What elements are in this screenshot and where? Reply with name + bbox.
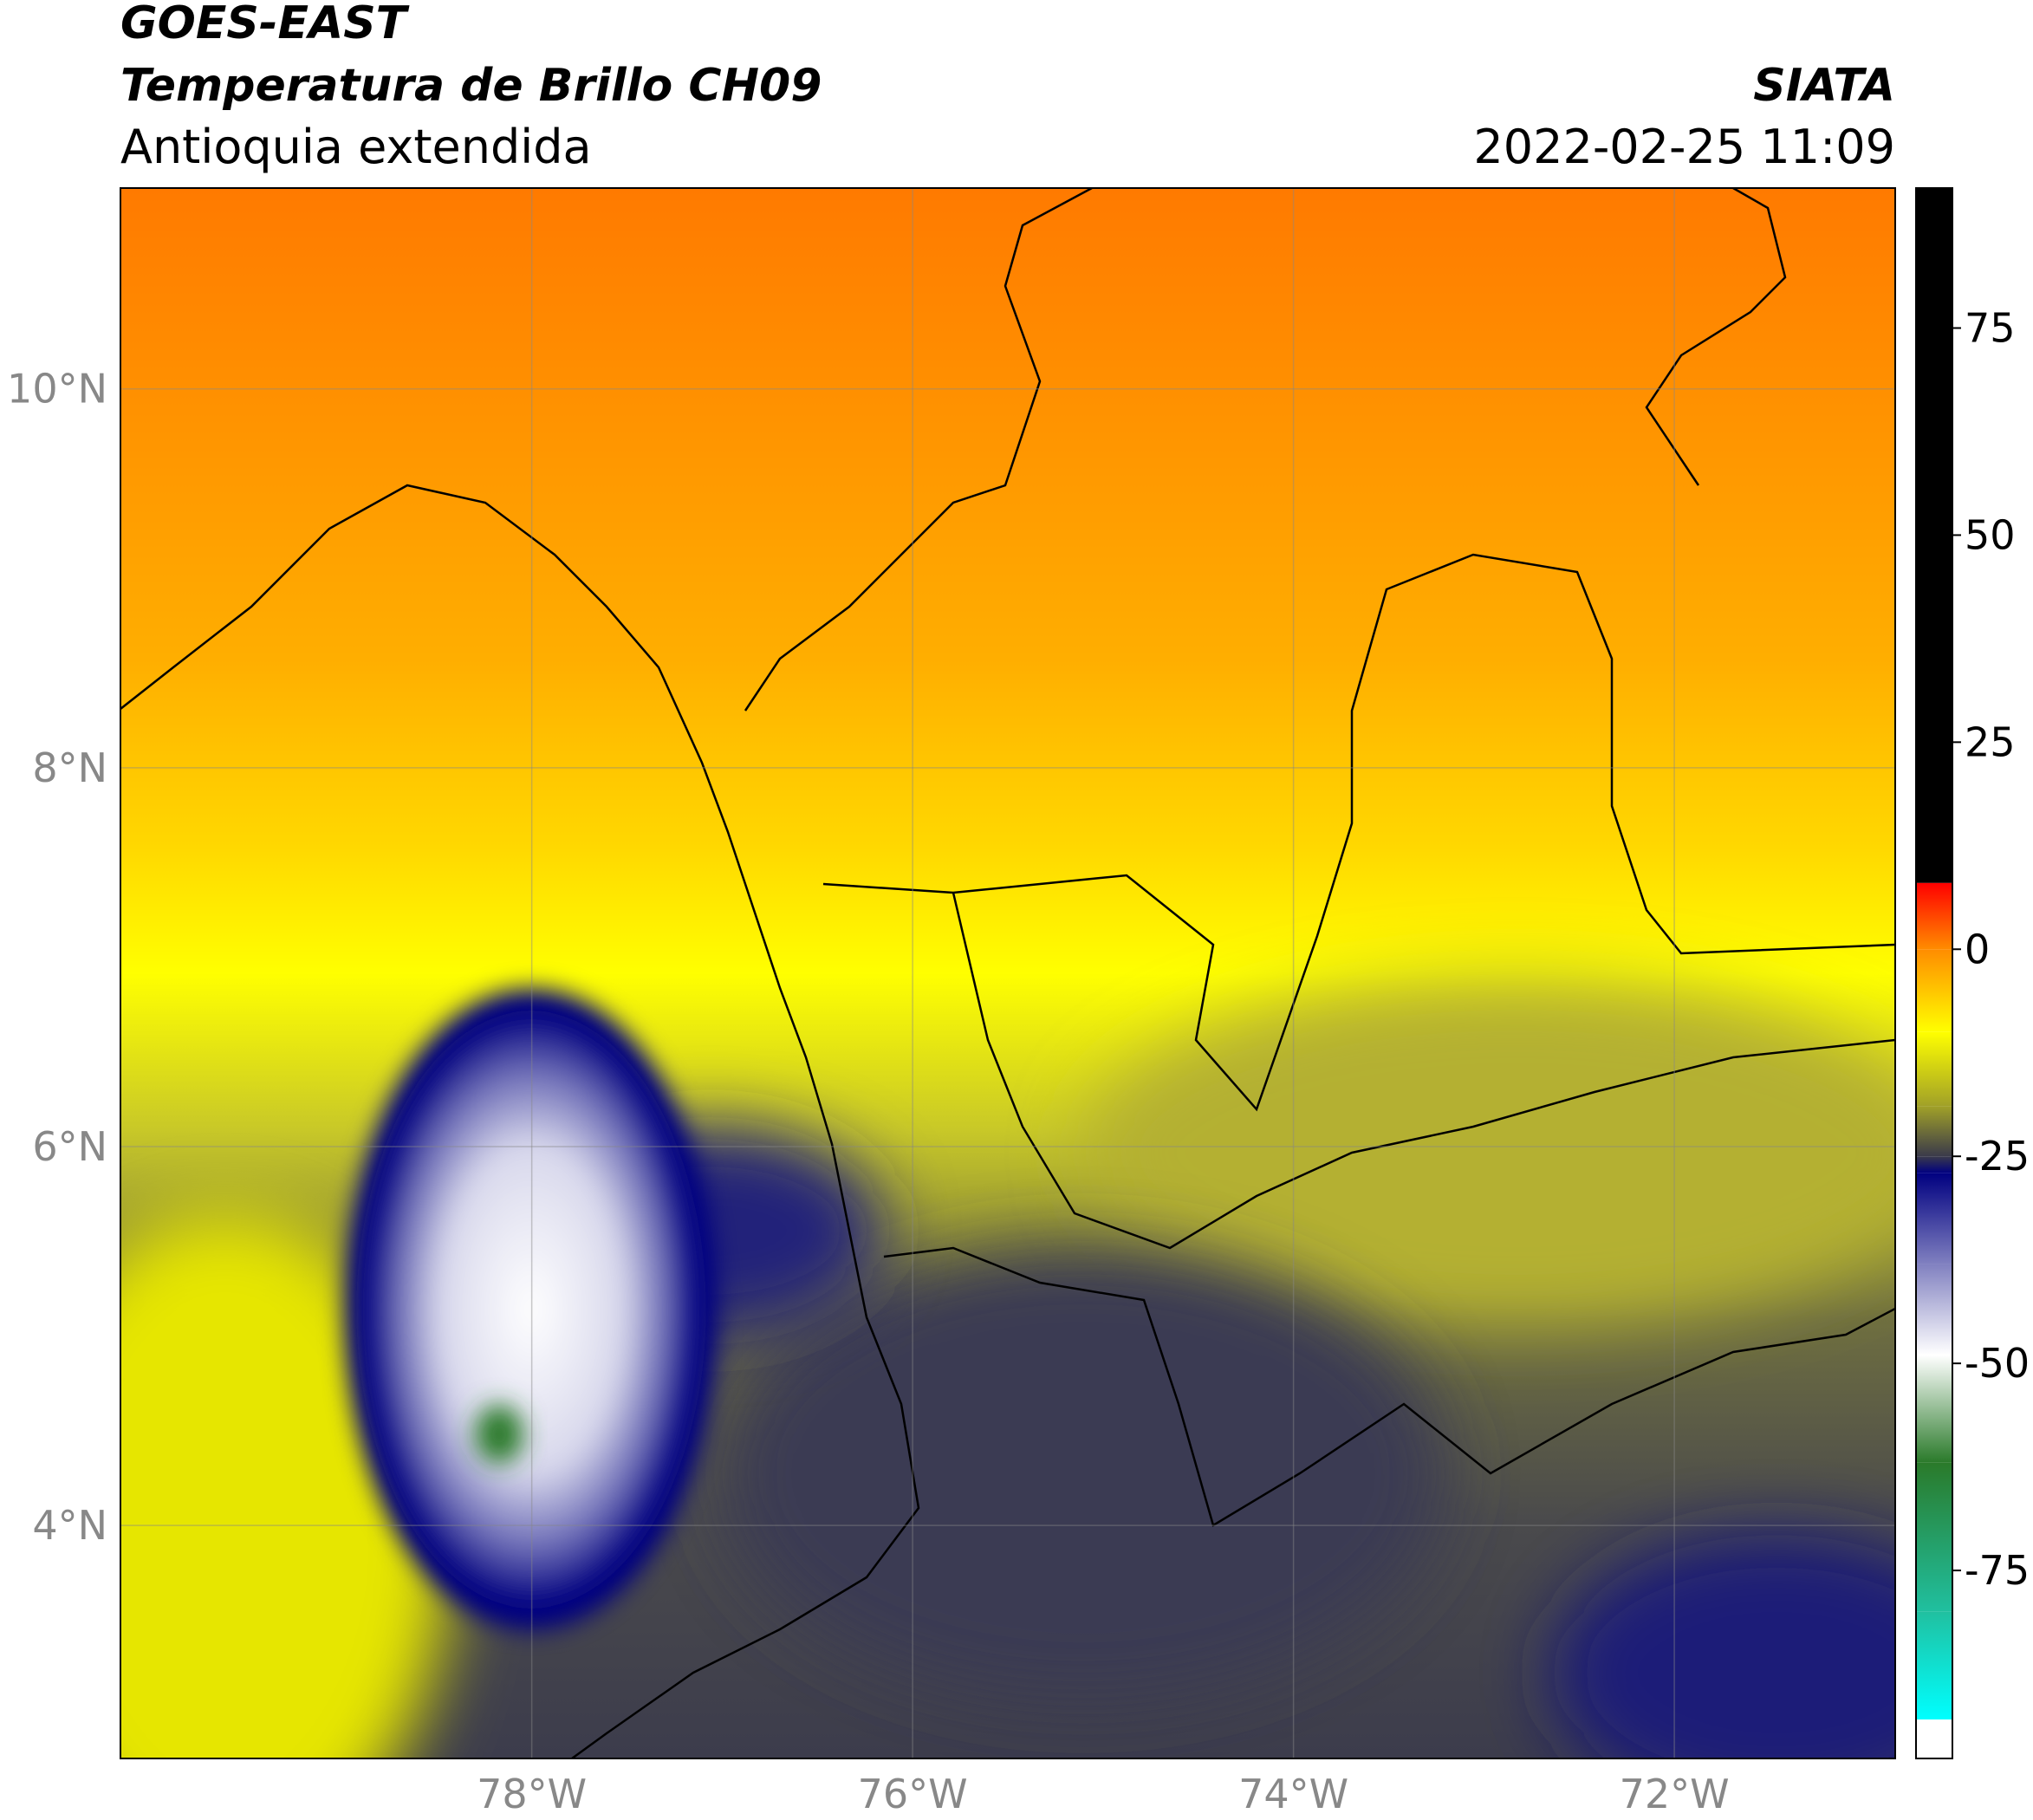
navy-region bbox=[1551, 1534, 1895, 1758]
colorbar-segment bbox=[1916, 949, 1952, 1032]
lat-tick-label: 8°N bbox=[32, 744, 107, 791]
lon-tick-label: 72°W bbox=[1620, 1771, 1730, 1817]
coastline bbox=[1645, 188, 1787, 486]
colorbar-segment bbox=[1916, 1462, 1952, 1612]
timestamp: 2022-02-25 11:09 bbox=[1473, 120, 1895, 174]
colorbar-segment bbox=[1916, 1156, 1952, 1173]
boundary bbox=[952, 892, 1895, 1250]
colorbar-tick-label: -75 bbox=[1965, 1547, 2030, 1594]
colorbar-frame bbox=[1915, 187, 1953, 1759]
lon-tick-label: 76°W bbox=[858, 1771, 968, 1817]
cloud-core bbox=[367, 1015, 696, 1604]
map-image bbox=[120, 188, 1895, 1758]
lat-tick-label: 6°N bbox=[32, 1123, 107, 1170]
olive-region bbox=[1083, 979, 1895, 1326]
colorbar-segment bbox=[1916, 882, 1952, 950]
colorbar-tick-label: 0 bbox=[1965, 926, 1990, 972]
grid bbox=[120, 188, 1895, 1758]
colorbar-tick-label: 25 bbox=[1965, 718, 2016, 765]
colorbar-tick-label: -25 bbox=[1965, 1133, 2030, 1180]
colorbar-segment bbox=[1916, 1355, 1952, 1463]
colorbar-segment bbox=[1916, 1264, 1952, 1355]
boundary bbox=[822, 553, 1895, 1112]
colorbar-segment bbox=[1916, 188, 1952, 883]
colorbar-tick-label: 75 bbox=[1965, 305, 2016, 352]
colorbar-segment bbox=[1916, 1173, 1952, 1264]
colorbar: 75 50 25 0 -25 -50 -75 bbox=[1916, 188, 2030, 1758]
coastline bbox=[744, 188, 1093, 712]
source: SIATA bbox=[1753, 60, 1895, 112]
map-frame bbox=[120, 187, 1896, 1759]
colorbar-tick-label: 50 bbox=[1965, 511, 2016, 558]
colorbar-segment bbox=[1916, 1031, 1952, 1107]
title: GOES-EAST bbox=[120, 0, 410, 49]
subtitle: Temperatura de Brillo CH09 bbox=[120, 60, 822, 112]
lon-tick-label: 74°W bbox=[1238, 1771, 1348, 1817]
lon-tick-label: 78°W bbox=[477, 1771, 587, 1817]
colorbar-segment bbox=[1916, 1611, 1952, 1720]
cold-top bbox=[475, 1405, 523, 1464]
lat-tick-label: 10°N bbox=[7, 366, 107, 413]
boundary bbox=[883, 1246, 1895, 1527]
colorbar-segment bbox=[1916, 1106, 1952, 1157]
region: Antioquia extendida bbox=[120, 120, 592, 174]
lat-tick-label: 4°N bbox=[32, 1502, 107, 1549]
dark-region bbox=[719, 1248, 1447, 1699]
colorbar-tick-label: -50 bbox=[1965, 1340, 2030, 1387]
colorbar-segment bbox=[1916, 1719, 1952, 1758]
coastline bbox=[120, 484, 920, 1758]
